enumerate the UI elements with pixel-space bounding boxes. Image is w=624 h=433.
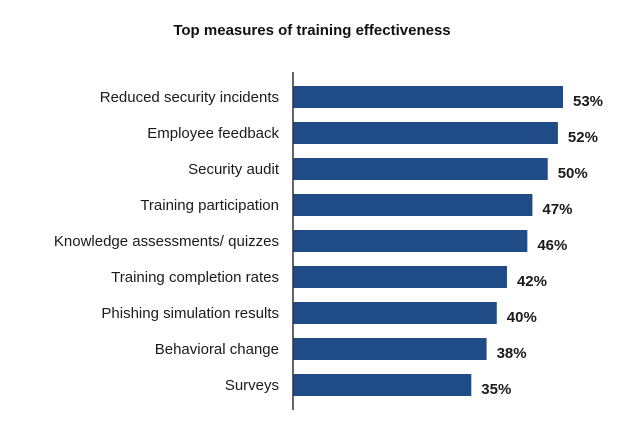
category-label: Reduced security incidents	[100, 89, 279, 106]
bars-group	[293, 86, 563, 396]
bar-3	[293, 194, 533, 216]
category-label: Employee feedback	[147, 125, 279, 142]
bar-1	[293, 122, 558, 144]
category-label: Phishing simulation results	[101, 305, 279, 322]
category-label: Knowledge assessments/ quizzes	[54, 233, 279, 250]
chart-title: Top measures of training effectiveness	[173, 22, 451, 39]
category-label: Behavioral change	[155, 341, 279, 358]
bar-2	[293, 158, 548, 180]
value-label: 52%	[568, 129, 598, 146]
category-label: Surveys	[225, 377, 279, 394]
value-label: 47%	[542, 201, 572, 218]
bar-6	[293, 302, 497, 324]
value-label: 53%	[573, 93, 603, 110]
bar-0	[293, 86, 563, 108]
value-label: 50%	[558, 165, 588, 182]
value-label: 35%	[481, 381, 511, 398]
bar-4	[293, 230, 528, 252]
value-labels: 53% 52% 50% 47% 46% 42% 40% 38% 35%	[481, 93, 603, 398]
category-label: Training completion rates	[111, 269, 279, 286]
value-label: 40%	[507, 309, 537, 326]
bar-7	[293, 338, 487, 360]
value-label: 46%	[537, 237, 567, 254]
bar-8	[293, 374, 472, 396]
value-label: 38%	[497, 345, 527, 362]
category-label: Security audit	[188, 161, 280, 178]
category-label: Training participation	[140, 197, 279, 214]
value-label: 42%	[517, 273, 547, 290]
bar-5	[293, 266, 507, 288]
category-labels: Reduced security incidents Employee feedb…	[54, 89, 280, 394]
